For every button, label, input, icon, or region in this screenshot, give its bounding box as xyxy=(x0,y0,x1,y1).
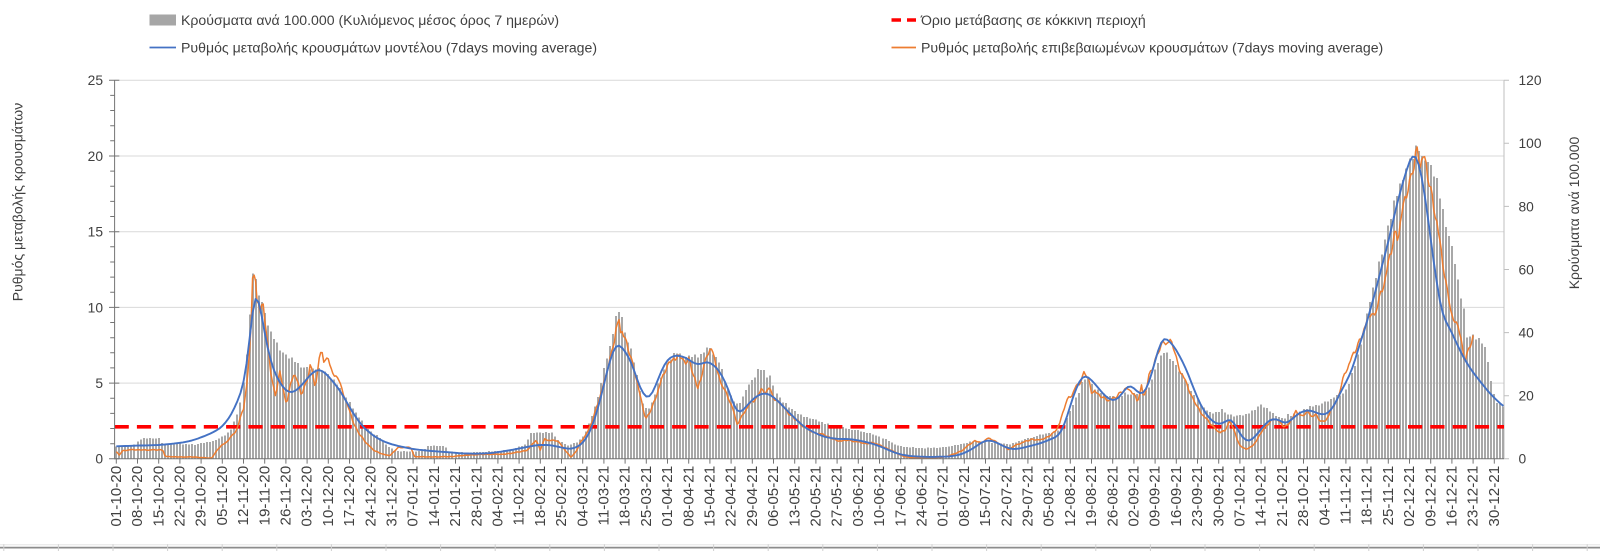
svg-text:02-09-21: 02-09-21 xyxy=(1126,466,1143,527)
svg-text:0: 0 xyxy=(95,452,103,467)
svg-text:11-03-21: 11-03-21 xyxy=(596,466,613,526)
svg-text:23-12-21: 23-12-21 xyxy=(1465,466,1482,527)
svg-text:06-05-21: 06-05-21 xyxy=(765,466,782,527)
svg-text:21-10-21: 21-10-21 xyxy=(1274,466,1291,527)
svg-text:05-11-20: 05-11-20 xyxy=(214,466,231,526)
svg-text:03-06-21: 03-06-21 xyxy=(850,466,867,527)
svg-text:30-12-21: 30-12-21 xyxy=(1486,466,1503,527)
svg-text:12-11-20: 12-11-20 xyxy=(235,466,252,526)
svg-text:24-06-21: 24-06-21 xyxy=(914,466,931,527)
svg-text:19-08-21: 19-08-21 xyxy=(1083,466,1100,527)
svg-text:01-07-21: 01-07-21 xyxy=(935,466,952,527)
svg-text:02-12-21: 02-12-21 xyxy=(1401,466,1418,527)
svg-text:04-03-21: 04-03-21 xyxy=(574,466,591,527)
svg-text:21-01-21: 21-01-21 xyxy=(447,466,464,527)
svg-text:07-10-21: 07-10-21 xyxy=(1232,466,1249,527)
svg-text:16-09-21: 16-09-21 xyxy=(1168,466,1185,527)
svg-text:Όριο μετάβασης σε κόκκινη περι: Όριο μετάβασης σε κόκκινη περιοχή xyxy=(920,12,1146,28)
svg-text:Ρυθμός μεταβολής κρουσμάτων μο: Ρυθμός μεταβολής κρουσμάτων μοντέλου (7d… xyxy=(181,40,597,56)
svg-text:28-10-21: 28-10-21 xyxy=(1295,466,1312,527)
svg-text:20: 20 xyxy=(1519,389,1535,404)
svg-text:Κρούσματα ανά 100.000 (Κυλιόμε: Κρούσματα ανά 100.000 (Κυλιόμενος μέσος … xyxy=(181,12,559,28)
svg-text:05-08-21: 05-08-21 xyxy=(1041,466,1058,527)
svg-text:0: 0 xyxy=(1519,452,1527,467)
svg-text:09-09-21: 09-09-21 xyxy=(1147,466,1164,527)
svg-text:01-10-20: 01-10-20 xyxy=(108,466,125,527)
svg-text:80: 80 xyxy=(1519,199,1535,214)
svg-text:18-03-21: 18-03-21 xyxy=(617,466,634,527)
svg-text:08-04-21: 08-04-21 xyxy=(680,466,697,527)
svg-text:14-01-21: 14-01-21 xyxy=(426,466,443,527)
svg-text:11-02-21: 11-02-21 xyxy=(511,466,528,526)
svg-text:22-04-21: 22-04-21 xyxy=(723,466,740,527)
svg-text:25: 25 xyxy=(88,73,104,88)
svg-text:10-06-21: 10-06-21 xyxy=(871,466,888,527)
svg-text:08-10-20: 08-10-20 xyxy=(129,466,146,527)
svg-text:11-11-21: 11-11-21 xyxy=(1338,466,1355,525)
svg-text:03-12-20: 03-12-20 xyxy=(299,466,316,527)
svg-text:29-07-21: 29-07-21 xyxy=(1020,466,1037,527)
svg-text:18-11-21: 18-11-21 xyxy=(1359,466,1376,526)
svg-text:04-02-21: 04-02-21 xyxy=(490,466,507,527)
svg-text:26-08-21: 26-08-21 xyxy=(1104,466,1121,527)
svg-text:19-11-20: 19-11-20 xyxy=(256,466,273,526)
svg-text:100: 100 xyxy=(1519,136,1542,151)
svg-text:08-07-21: 08-07-21 xyxy=(956,466,973,527)
svg-text:25-11-21: 25-11-21 xyxy=(1380,466,1397,526)
svg-text:13-05-21: 13-05-21 xyxy=(786,466,803,527)
svg-text:14-10-21: 14-10-21 xyxy=(1253,466,1270,527)
svg-text:Κρούσματα ανά 100.000: Κρούσματα ανά 100.000 xyxy=(1566,137,1582,290)
svg-text:29-04-21: 29-04-21 xyxy=(744,466,761,527)
svg-text:24-12-20: 24-12-20 xyxy=(362,466,379,527)
svg-text:29-10-20: 29-10-20 xyxy=(193,466,210,527)
svg-text:120: 120 xyxy=(1519,73,1542,88)
svg-text:25-03-21: 25-03-21 xyxy=(638,466,655,527)
svg-text:09-12-21: 09-12-21 xyxy=(1422,466,1439,527)
svg-text:04-11-21: 04-11-21 xyxy=(1316,466,1333,526)
svg-text:5: 5 xyxy=(95,376,103,391)
svg-text:17-06-21: 17-06-21 xyxy=(892,466,909,527)
svg-text:15-10-20: 15-10-20 xyxy=(150,466,167,527)
svg-text:23-09-21: 23-09-21 xyxy=(1189,466,1206,527)
svg-text:15-07-21: 15-07-21 xyxy=(977,466,994,527)
svg-text:07-01-21: 07-01-21 xyxy=(405,466,422,527)
svg-text:31-12-20: 31-12-20 xyxy=(384,466,401,527)
svg-text:Ρυθμός μεταβολής επιβεβαιωμένω: Ρυθμός μεταβολής επιβεβαιωμένων κρουσμάτ… xyxy=(921,40,1383,56)
svg-text:15-04-21: 15-04-21 xyxy=(702,466,719,527)
svg-text:40: 40 xyxy=(1519,326,1535,341)
svg-text:26-11-20: 26-11-20 xyxy=(278,466,295,526)
svg-text:10-12-20: 10-12-20 xyxy=(320,466,337,527)
svg-text:22-10-20: 22-10-20 xyxy=(172,466,189,527)
svg-text:25-02-21: 25-02-21 xyxy=(553,466,570,527)
svg-text:18-02-21: 18-02-21 xyxy=(532,466,549,527)
svg-text:30-09-21: 30-09-21 xyxy=(1210,466,1227,527)
svg-text:20: 20 xyxy=(88,149,104,164)
svg-text:60: 60 xyxy=(1519,262,1535,277)
svg-text:20-05-21: 20-05-21 xyxy=(808,466,825,527)
svg-text:01-04-21: 01-04-21 xyxy=(659,466,676,527)
svg-text:12-08-21: 12-08-21 xyxy=(1062,466,1079,527)
svg-text:16-12-21: 16-12-21 xyxy=(1444,466,1461,527)
svg-text:10: 10 xyxy=(88,300,104,315)
svg-text:Ρυθμός μεταβολής κρουσμάτων: Ρυθμός μεταβολής κρουσμάτων xyxy=(10,103,26,301)
svg-text:27-05-21: 27-05-21 xyxy=(829,466,846,527)
svg-text:28-01-21: 28-01-21 xyxy=(468,466,485,527)
svg-text:22-07-21: 22-07-21 xyxy=(998,466,1015,527)
svg-text:17-12-20: 17-12-20 xyxy=(341,466,358,527)
svg-text:15: 15 xyxy=(88,225,104,240)
